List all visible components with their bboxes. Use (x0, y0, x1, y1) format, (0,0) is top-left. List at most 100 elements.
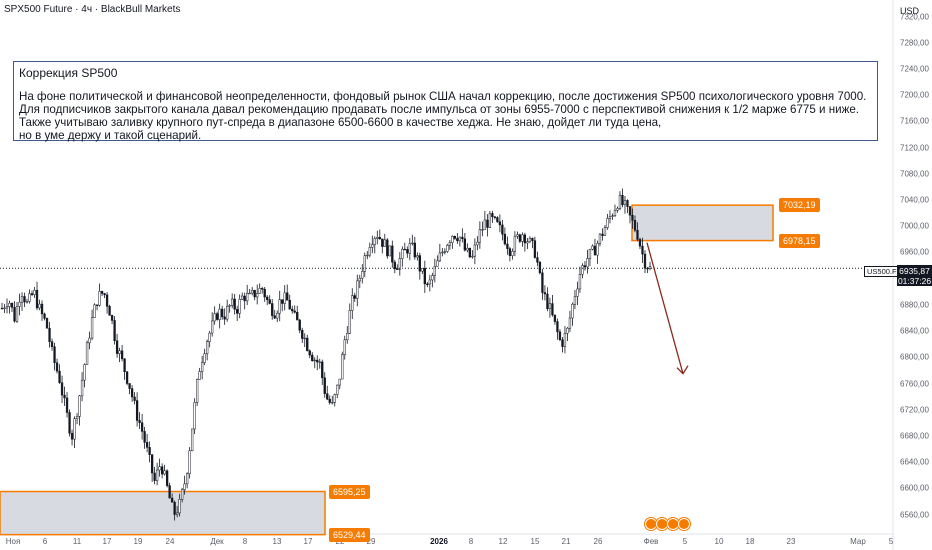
candle (381, 238, 384, 254)
lower-zone-bottom-price-tag[interactable]: 6529,44 (329, 527, 370, 542)
candle (133, 392, 136, 405)
candle (206, 339, 209, 361)
time-tick-label: 11 (72, 537, 82, 546)
candle (185, 472, 189, 489)
time-tick-label: Дек (210, 537, 224, 546)
candle (25, 298, 29, 304)
candle (253, 289, 256, 301)
candle (483, 211, 487, 230)
candle (491, 210, 494, 223)
candle (363, 252, 366, 278)
candle (261, 286, 264, 294)
candle (246, 284, 249, 306)
candle (115, 333, 119, 358)
candle (316, 355, 319, 371)
candle (83, 363, 86, 388)
candle (433, 258, 436, 283)
candle (603, 225, 607, 237)
candle (573, 290, 577, 310)
candle (23, 292, 26, 307)
candle (351, 288, 354, 320)
candle (75, 413, 79, 425)
candle (110, 314, 114, 325)
candle (256, 284, 259, 305)
price-tick-label: 6720,00 (900, 405, 929, 415)
candle (38, 299, 41, 311)
candle (78, 395, 81, 426)
last-price-value: 6935,87 (899, 266, 930, 276)
price-tick-label: 7280,00 (900, 38, 929, 48)
price-tick-label: 7160,00 (900, 116, 929, 126)
candle (348, 303, 351, 335)
upper-resistance-zone[interactable] (631, 204, 774, 242)
upper-zone-top-price-tag[interactable]: 7032,19 (779, 198, 820, 213)
candle (10, 302, 14, 312)
candle (558, 329, 562, 342)
candle (163, 464, 166, 476)
candle (376, 230, 379, 245)
candle (548, 297, 552, 318)
candle (506, 236, 509, 255)
candle (426, 282, 429, 288)
candle (518, 233, 522, 244)
candle (596, 240, 599, 264)
upper-zone-bottom-price-tag[interactable]: 6978,15 (779, 233, 820, 248)
candle (486, 214, 489, 237)
note-box[interactable]: Коррекция SP500 На фоне политической и ф… (13, 61, 878, 142)
candle (155, 462, 159, 486)
candle (513, 231, 517, 257)
candle (138, 412, 141, 429)
price-tick-label: 7120,00 (900, 143, 929, 153)
price-tick-label: 6840,00 (900, 326, 929, 336)
time-tick-label: 21 (561, 537, 571, 546)
time-tick-label: 19 (133, 537, 143, 546)
candle (216, 311, 219, 321)
candle (606, 213, 609, 230)
lower-zone-top-price-tag[interactable]: 6595,25 (329, 484, 370, 499)
price-tick-label: 7240,00 (900, 64, 929, 74)
candle (378, 229, 381, 240)
candle (398, 252, 401, 276)
candle (416, 252, 419, 261)
candle (403, 242, 406, 251)
candle (128, 383, 131, 395)
candle (165, 469, 169, 488)
candle (303, 333, 306, 348)
candle (593, 238, 597, 256)
candle (526, 238, 529, 250)
time-tick-label: 24 (165, 537, 175, 546)
candle (173, 500, 176, 521)
price-tick-label: 6880,00 (900, 300, 929, 310)
candle (221, 305, 224, 320)
candle (291, 305, 294, 314)
candle (148, 441, 151, 463)
candle (63, 386, 66, 406)
candle (188, 447, 191, 479)
event-icon[interactable] (678, 518, 690, 530)
candle (18, 293, 21, 316)
symbol-title[interactable]: SPX500 Future · 4ч · BlackBull Markets (4, 4, 181, 15)
price-tick-label: 6760,00 (900, 379, 929, 389)
candle (586, 249, 589, 274)
currency-label[interactable]: USD (900, 6, 920, 16)
candle (461, 228, 464, 243)
candle (178, 493, 181, 517)
candle (451, 235, 454, 249)
price-tick-label: 7000,00 (900, 221, 929, 231)
candle (80, 372, 84, 402)
candle (476, 236, 479, 251)
candle (358, 274, 361, 289)
lower-hedge-zone[interactable] (0, 490, 326, 536)
candle (238, 294, 241, 319)
candle (466, 243, 469, 253)
forecast-arrow[interactable] (646, 242, 689, 375)
candle (203, 348, 206, 366)
candle (561, 337, 564, 353)
time-tick-label: 6 (42, 537, 48, 546)
zones-layer (0, 204, 774, 536)
time-tick-label: 29 (366, 537, 376, 546)
candle (201, 355, 204, 380)
candle (338, 378, 341, 390)
